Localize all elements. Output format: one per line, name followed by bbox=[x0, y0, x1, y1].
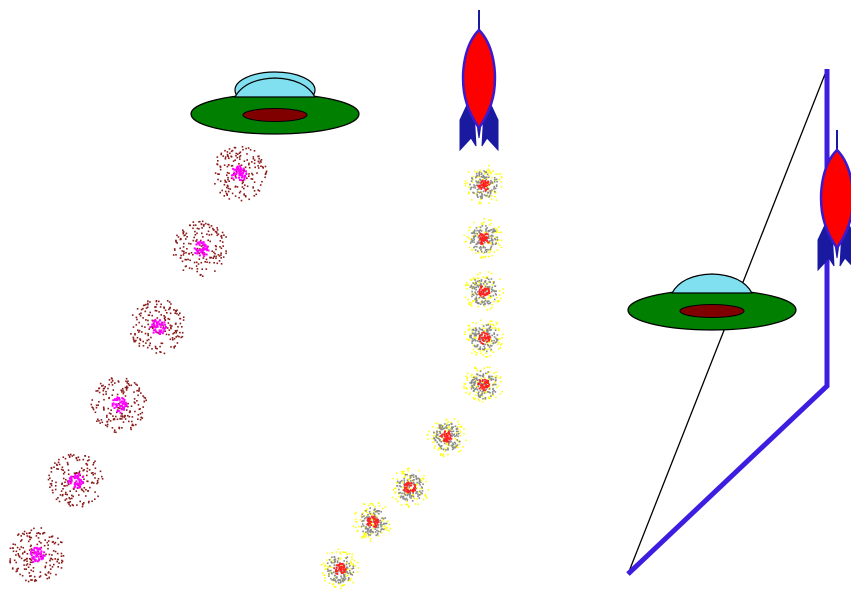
rocket-exhaust-puff bbox=[463, 218, 503, 259]
rocket-exhaust-puff bbox=[352, 502, 392, 542]
rocket-exhaust-puff bbox=[463, 366, 503, 403]
ufo-sprite-left bbox=[190, 71, 360, 135]
flying-saucer-icon bbox=[190, 71, 360, 135]
rocket-exhaust-puff bbox=[391, 467, 429, 508]
rocket-sprite-right bbox=[817, 130, 851, 272]
ufo-exhaust-puff bbox=[214, 146, 268, 202]
rocket-icon bbox=[817, 130, 851, 272]
rocket-exhaust-puff bbox=[464, 319, 504, 358]
flying-saucer-icon bbox=[627, 273, 797, 331]
rocket-exhaust-puff bbox=[464, 164, 503, 205]
rocket-sprite-left bbox=[459, 10, 499, 152]
ufo-exhaust-puff bbox=[9, 527, 65, 583]
rocket-icon bbox=[459, 10, 499, 152]
ufo-exhaust-puff bbox=[90, 377, 147, 434]
rocket-exhaust-puff bbox=[320, 548, 359, 590]
ufo-exhaust-trail bbox=[9, 146, 268, 583]
rocket-exhaust-trail bbox=[320, 164, 504, 590]
ufo-exhaust-puff bbox=[172, 220, 227, 277]
ufo-exhaust-puff bbox=[130, 300, 185, 355]
ufo-exhaust-puff bbox=[47, 453, 104, 508]
ufo-sprite-right bbox=[627, 273, 797, 331]
rocket-exhaust-puff bbox=[426, 418, 467, 458]
rocket-exhaust-puff bbox=[464, 271, 504, 311]
